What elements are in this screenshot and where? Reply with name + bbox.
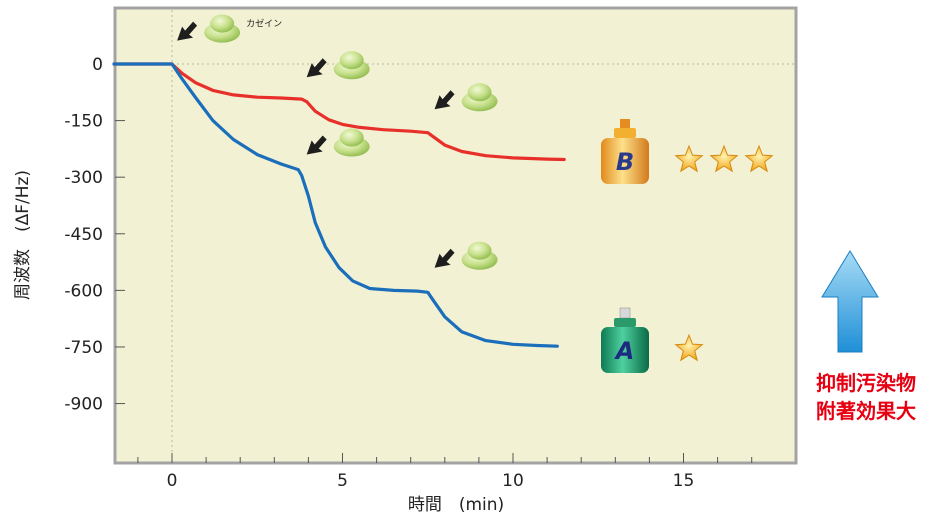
injection-arrow-icon: [306, 135, 327, 155]
injection-arrow-icon: [434, 90, 455, 110]
x-axis-label: 時間 (min): [408, 495, 504, 515]
x-tick-label: 15: [673, 471, 695, 491]
injection-markers: カゼイン: [177, 14, 498, 270]
y-tick-label: -900: [64, 395, 103, 415]
injection-arrow-icon: [306, 58, 327, 78]
casein-blob-icon: [461, 241, 498, 270]
series-line-b: [112, 62, 566, 162]
y-tick-label: -750: [64, 338, 103, 358]
y-axis-label: 周波数 (ΔF/Hz): [13, 170, 33, 300]
star-icon: [709, 144, 739, 173]
star-icon: [744, 144, 774, 173]
y-tick-label: -150: [64, 112, 103, 132]
up-arrow-icon: [821, 250, 879, 353]
casein-blob-icon: [333, 51, 370, 80]
series-line-a: [112, 62, 559, 348]
x-tick-label: 10: [502, 471, 524, 491]
side-text-line-1: 抑制汚染物: [816, 371, 916, 395]
casein-blob-icon: [204, 14, 241, 43]
y-tick-label: -450: [64, 225, 103, 245]
casein-blob-icon: [333, 128, 370, 157]
bottle-a-icon: A: [601, 307, 649, 373]
injection-arrow-icon: [177, 21, 198, 41]
star-icon: [674, 333, 704, 362]
stars-a: [674, 333, 704, 362]
bottle-a-label: A: [614, 337, 635, 365]
x-tick-label: 0: [167, 471, 178, 491]
y-tick-label: 0: [92, 55, 103, 75]
side-text-line-2: 附著効果大: [816, 399, 916, 423]
grid-lines: [117, 10, 794, 461]
x-axis-ticks: 0 5 10 15: [137, 453, 753, 491]
x-tick-label: 5: [337, 471, 348, 491]
plot-area: [113, 6, 798, 465]
y-tick-label: -600: [64, 281, 103, 301]
y-axis-ticks: 0 -150 -300 -450 -600 -750 -900: [64, 55, 125, 415]
bottle-b-icon: B: [601, 119, 649, 184]
series-layer: [112, 62, 566, 348]
stars-b: [674, 144, 774, 173]
bottle-b-label: B: [616, 148, 634, 176]
casein-blob-icon: [461, 83, 498, 112]
injection-arrow-icon: [434, 248, 455, 268]
star-icon: [674, 144, 704, 173]
y-tick-label: -300: [64, 168, 103, 188]
casein-label: カゼイン: [246, 18, 282, 30]
